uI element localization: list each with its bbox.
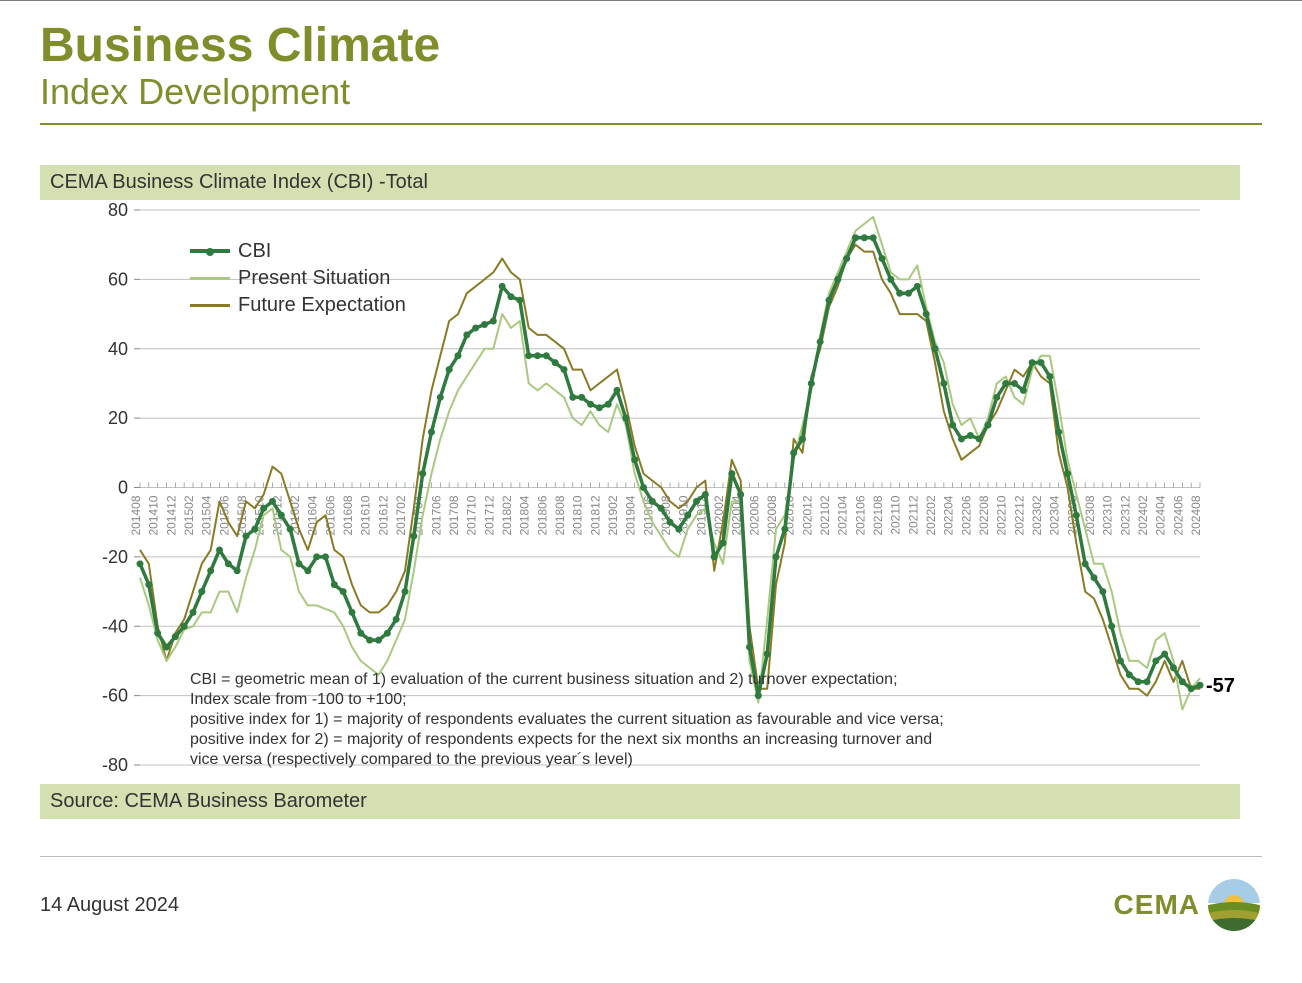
svg-text:202104: 202104 (836, 495, 850, 535)
svg-text:20: 20 (108, 408, 128, 428)
legend-item-future: Future Expectation (190, 294, 406, 317)
note-line: CBI = geometric mean of 1) evaluation of… (190, 670, 1090, 690)
legend-label-future: Future Expectation (238, 294, 406, 317)
svg-text:202112: 202112 (906, 495, 920, 534)
svg-text:201412: 201412 (164, 495, 178, 535)
svg-text:201806: 201806 (535, 495, 549, 535)
legend-color-cbi (190, 249, 230, 253)
svg-text:201902: 201902 (606, 495, 620, 535)
note-line: vice versa (respectively compared to the… (190, 750, 1090, 770)
svg-text:202304: 202304 (1048, 495, 1062, 535)
svg-text:-20: -20 (102, 547, 128, 567)
svg-text:201802: 201802 (500, 495, 514, 535)
svg-text:201810: 201810 (571, 495, 585, 535)
svg-text:202012: 202012 (800, 495, 814, 535)
svg-text:202212: 202212 (1012, 495, 1026, 535)
chart-notes: CBI = geometric mean of 1) evaluation of… (190, 670, 1090, 770)
svg-text:201712: 201712 (482, 495, 496, 535)
svg-text:202206: 202206 (959, 495, 973, 535)
svg-text:80: 80 (108, 200, 128, 220)
svg-text:202302: 202302 (1030, 495, 1044, 535)
note-line: positive index for 2) = majority of resp… (190, 730, 1090, 750)
chart-area: -80 -60 -40 -20 0 20 40 60 80 201408 201410201412 2… (40, 200, 1240, 780)
svg-text:201708: 201708 (447, 495, 461, 535)
title-block: Business Climate Index Development (40, 21, 1262, 125)
svg-text:201608: 201608 (341, 495, 355, 535)
page-subtitle: Index Development (40, 71, 1262, 112)
svg-text:201706: 201706 (429, 495, 443, 535)
svg-text:201604: 201604 (306, 495, 320, 535)
svg-text:202106: 202106 (853, 495, 867, 535)
svg-text:201702: 201702 (394, 495, 408, 535)
svg-text:201504: 201504 (200, 495, 214, 535)
svg-text:201408: 201408 (129, 495, 143, 535)
svg-text:202406: 202406 (1171, 495, 1185, 535)
cema-logo: CEMA (1114, 877, 1262, 933)
svg-text:-60: -60 (102, 685, 128, 705)
end-value-label: -57 (1206, 675, 1235, 698)
svg-text:201710: 201710 (465, 495, 479, 535)
svg-text:202108: 202108 (871, 495, 885, 535)
chart-title: CEMA Business Climate Index (CBI) -Total (40, 165, 1240, 200)
page: Business Climate Index Development CEMA … (0, 0, 1302, 983)
svg-text:202204: 202204 (942, 495, 956, 535)
svg-text:-40: -40 (102, 616, 128, 636)
footer: 14 August 2024 CEMA (40, 856, 1262, 933)
svg-text:201410: 201410 (147, 495, 161, 535)
note-line: Index scale from -100 to +100; (190, 690, 1090, 710)
svg-text:202208: 202208 (977, 495, 991, 535)
chart-legend: CBI Present Situation Future Expectation (190, 240, 406, 321)
footer-date: 14 August 2024 (40, 894, 179, 917)
chart-source: Source: CEMA Business Barometer (40, 784, 1240, 819)
svg-text:201610: 201610 (359, 495, 373, 535)
svg-text:202312: 202312 (1118, 495, 1132, 535)
legend-label-cbi: CBI (238, 240, 271, 263)
svg-text:202210: 202210 (995, 495, 1009, 535)
logo-icon (1206, 877, 1262, 933)
svg-text:202404: 202404 (1154, 495, 1168, 535)
svg-text:202006: 202006 (747, 495, 761, 535)
legend-color-future (190, 304, 230, 307)
logo-text: CEMA (1114, 889, 1200, 921)
legend-item-cbi: CBI (190, 240, 406, 263)
svg-text:202202: 202202 (924, 495, 938, 535)
svg-text:201612: 201612 (376, 495, 390, 535)
legend-label-present: Present Situation (238, 267, 390, 290)
svg-text:201502: 201502 (182, 495, 196, 535)
svg-text:-80: -80 (102, 755, 128, 775)
svg-text:201812: 201812 (588, 495, 602, 535)
svg-text:202310: 202310 (1101, 495, 1115, 535)
svg-text:0: 0 (118, 477, 128, 497)
svg-text:202102: 202102 (818, 495, 832, 535)
svg-text:202408: 202408 (1189, 495, 1203, 535)
note-line: positive index for 1) = majority of resp… (190, 710, 1090, 730)
legend-color-present (190, 277, 230, 280)
legend-item-present: Present Situation (190, 267, 406, 290)
svg-text:202110: 202110 (889, 495, 903, 534)
svg-text:201904: 201904 (624, 495, 638, 535)
svg-text:202402: 202402 (1136, 495, 1150, 535)
svg-text:40: 40 (108, 339, 128, 359)
svg-text:60: 60 (108, 269, 128, 289)
page-title: Business Climate (40, 21, 1262, 71)
svg-text:201804: 201804 (518, 495, 532, 535)
svg-text:201808: 201808 (553, 495, 567, 535)
